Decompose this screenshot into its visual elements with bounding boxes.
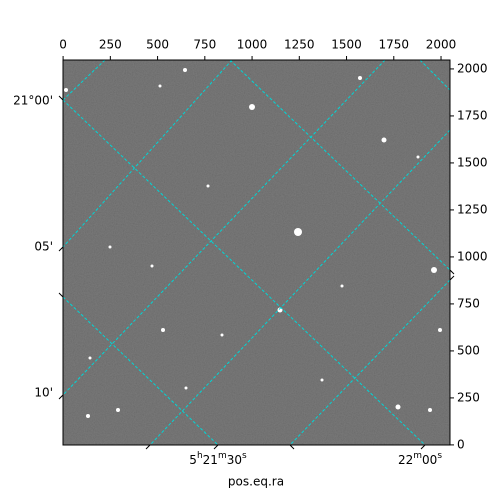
x-axis-label: pos.eq.ra (228, 475, 284, 489)
y-tick-label: 2000 (457, 61, 488, 75)
x-tick-label: 1750 (379, 38, 410, 52)
y-tick-label: 500 (457, 343, 480, 357)
wcs-ticks (58, 95, 455, 450)
y-tick-label: 1750 (457, 108, 488, 122)
dec-tick-label: 21°00' (13, 94, 53, 108)
y-tick-label: 250 (457, 390, 480, 404)
x-tick-label: 2000 (426, 38, 457, 52)
x-tick-label: 1250 (284, 38, 315, 52)
dec-tick-label: 10' (34, 386, 53, 400)
y-tick-label: 1500 (457, 155, 488, 169)
x-tick-label: 0 (59, 38, 67, 52)
x-tick-label: 750 (193, 38, 216, 52)
x-tick-label: 250 (99, 38, 122, 52)
x-tick-label: 1500 (331, 38, 362, 52)
dec-tick-label: 05' (34, 240, 53, 254)
x-tick-label: 500 (146, 38, 169, 52)
y-tick-label: 1250 (457, 202, 488, 216)
y-tick-label: 750 (457, 296, 480, 310)
image (62, 59, 451, 446)
y-tick-label: 0 (457, 437, 465, 451)
y-tick-label: 1000 (457, 249, 488, 263)
x-tick-label: 1000 (237, 38, 268, 52)
ra-tick-label: 5h21m30s (189, 451, 247, 467)
ra-tick-label: 22m00s (398, 451, 442, 467)
